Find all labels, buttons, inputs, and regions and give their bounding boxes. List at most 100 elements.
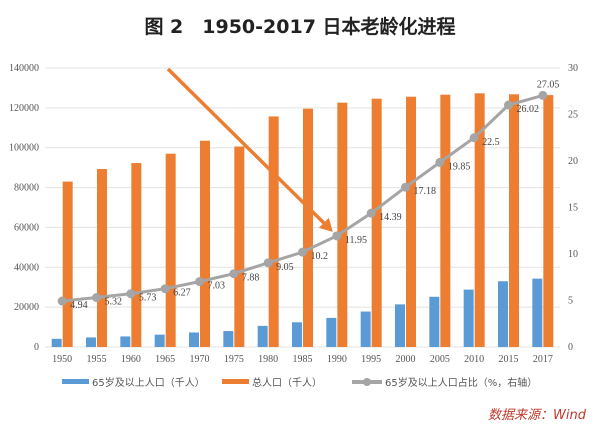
ratio-point	[366, 208, 376, 218]
bar-total	[371, 98, 382, 347]
y-right-tick-label: 30	[568, 63, 578, 74]
bar-elderly	[292, 322, 302, 347]
bar-total	[406, 96, 416, 347]
x-tick-label: 2005	[430, 354, 450, 365]
ratio-data-label: 19.85	[448, 161, 471, 172]
legend-label: 65岁及以上人口（千人）	[92, 378, 205, 389]
x-tick-label: 2017	[533, 354, 553, 365]
x-tick-label: 2000	[396, 354, 416, 365]
ratio-point	[195, 277, 204, 287]
ratio-point	[538, 90, 548, 100]
x-tick-label: 1990	[327, 354, 347, 365]
ratio-data-label: 22.5	[482, 137, 500, 148]
x-tick-label: 1995	[361, 354, 381, 365]
annotation-arrowhead-icon	[318, 217, 333, 232]
y-left-tick-label: 40000	[14, 262, 39, 273]
ratio-point	[504, 100, 513, 110]
x-tick-label: 1975	[224, 354, 244, 365]
ratio-point	[435, 157, 445, 167]
y-left-tick-label: 100000	[9, 143, 39, 154]
legend-item-total: 总人口（千人）	[222, 374, 322, 389]
y-right-tick-label: 10	[568, 249, 578, 260]
ratio-point	[332, 231, 342, 241]
legend-item-elderly: 65岁及以上人口（千人）	[62, 374, 205, 389]
bar-total	[97, 169, 107, 347]
x-tick-label: 1985	[293, 354, 313, 365]
bar-total	[200, 140, 210, 347]
ratio-data-label: 10.2	[311, 251, 329, 262]
bar-elderly	[395, 304, 405, 347]
ratio-data-label: 26.02	[517, 104, 540, 115]
bar-elderly	[120, 336, 131, 347]
bar-total	[337, 102, 348, 347]
legend-item-ratio: 65岁及以上人口占比（%，右轴）	[352, 374, 537, 389]
ratio-data-label: 6.27	[173, 288, 191, 299]
ratio-point	[298, 247, 307, 257]
legend-line-marker	[352, 377, 382, 387]
bar-total	[131, 163, 142, 347]
ratio-point	[92, 293, 101, 303]
bar-total	[62, 181, 73, 347]
legend-swatch	[62, 379, 89, 384]
y-right-tick-label: 15	[568, 203, 578, 214]
legend-swatch	[222, 379, 249, 384]
y-right-tick-label: 5	[568, 296, 573, 307]
ratio-point	[263, 258, 273, 268]
bar-elderly	[463, 289, 474, 347]
legend-label: 总人口（千人）	[252, 378, 322, 389]
x-tick-label: 1965	[155, 354, 175, 365]
ratio-data-label: 5.73	[139, 293, 157, 304]
bar-elderly	[51, 338, 62, 347]
ratio-data-label: 14.39	[379, 212, 402, 223]
ratio-data-label: 7.88	[242, 273, 259, 284]
ratio-data-label: 9.05	[276, 262, 294, 273]
bar-elderly	[257, 325, 268, 347]
ratio-data-label: 5.32	[105, 297, 123, 308]
chart-title: 图 2 1950-2017 日本老龄化进程	[144, 16, 456, 38]
bar-elderly	[154, 334, 165, 347]
bar-elderly	[360, 311, 371, 347]
bar-elderly	[532, 278, 543, 347]
bar-elderly	[189, 332, 199, 347]
y-left-tick-label: 0	[34, 342, 39, 353]
y-left-tick-label: 60000	[14, 222, 39, 233]
bar-total	[543, 95, 554, 347]
bar-elderly	[223, 331, 234, 347]
bar-total	[234, 146, 245, 347]
bar-total	[268, 116, 279, 348]
ratio-point	[160, 284, 170, 294]
y-left-tick-label: 20000	[14, 302, 39, 313]
x-tick-label: 2015	[499, 354, 519, 365]
ratio-point	[126, 289, 136, 299]
x-tick-label: 1980	[258, 354, 278, 365]
bar-elderly	[498, 281, 508, 347]
x-tick-label: 1950	[52, 354, 72, 365]
x-tick-label: 1970	[190, 354, 210, 365]
ratio-point	[401, 182, 410, 192]
y-left-tick-label: 120000	[9, 103, 39, 114]
legend-label: 65岁及以上人口占比（%，右轴）	[385, 378, 538, 389]
y-right-tick-label: 25	[568, 110, 578, 121]
x-tick-label: 2010	[464, 354, 484, 365]
ratio-data-label: 11.95	[345, 235, 367, 246]
bar-elderly	[429, 296, 440, 347]
ratio-point	[229, 269, 239, 279]
ratio-point	[469, 133, 479, 143]
ratio-data-label: 27.05	[537, 79, 560, 90]
y-left-tick-label: 140000	[9, 63, 39, 74]
x-tick-label: 1960	[121, 354, 141, 365]
data-source: 数据来源：Wind	[488, 408, 586, 423]
ratio-data-label: 7.03	[208, 281, 226, 292]
annotation-arrow-line	[166, 67, 331, 230]
bar-elderly	[86, 337, 96, 347]
ratio-data-label: 4.94	[70, 300, 88, 311]
y-left-tick-label: 80000	[14, 183, 39, 194]
bar-total	[474, 93, 485, 347]
bar-elderly	[326, 317, 337, 347]
y-right-tick-label: 20	[568, 156, 578, 167]
bar-total	[509, 94, 519, 347]
ratio-data-label: 17.18	[414, 186, 437, 197]
ratio-point	[57, 296, 67, 306]
bar-total	[303, 108, 313, 347]
